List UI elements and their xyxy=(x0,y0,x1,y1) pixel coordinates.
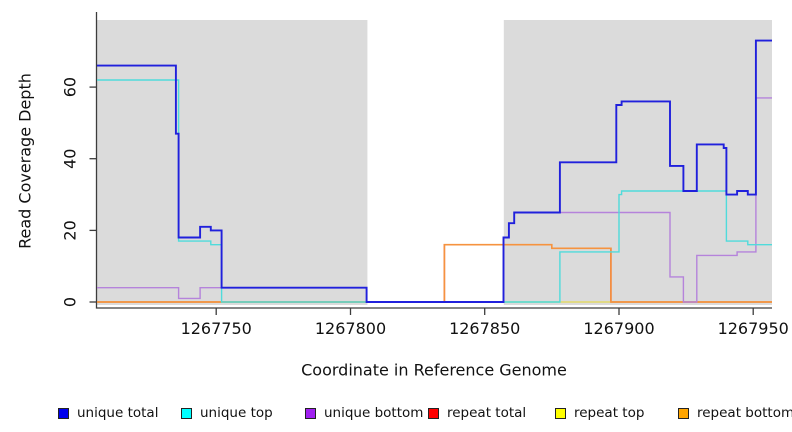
y-tick-label: 60 xyxy=(61,77,80,97)
shaded-repeat-region-1 xyxy=(97,20,368,305)
x-tick-label: 1267800 xyxy=(315,319,386,338)
y-tick-label: 0 xyxy=(61,297,80,307)
x-tick-label: 1267900 xyxy=(583,319,654,338)
axis-lines xyxy=(95,12,772,309)
legend-label: unique bottom xyxy=(324,405,424,421)
legend-item-unique-bottom: unique bottom xyxy=(305,405,423,421)
legend-item-repeat-total: repeat total xyxy=(428,405,526,421)
legend-label: repeat bottom xyxy=(697,405,792,421)
legend-item-unique-top: unique top xyxy=(181,405,273,421)
legend-swatch-repeat-total xyxy=(428,407,439,419)
legend-item-unique-total: unique total xyxy=(58,405,158,421)
legend-swatch-repeat-bottom xyxy=(678,407,689,419)
legend-label: unique top xyxy=(200,405,273,421)
x-tick-label: 1267750 xyxy=(181,319,252,338)
legend-swatch-unique-top xyxy=(181,407,192,419)
x-axis-title: Coordinate in Reference Genome xyxy=(301,360,567,380)
legend-label: repeat top xyxy=(574,405,645,421)
y-tick-label: 40 xyxy=(61,149,80,169)
legend-item-repeat-top: repeat top xyxy=(555,405,644,421)
shaded-repeat-region-2 xyxy=(503,20,772,305)
legend-label: unique total xyxy=(77,405,159,421)
legend-swatch-repeat-top xyxy=(555,407,566,419)
series-line-unique-total xyxy=(97,39,772,303)
legend-swatch-unique-bottom xyxy=(305,407,316,419)
series-line-unique-top xyxy=(97,79,772,303)
legend-swatch-unique-total xyxy=(58,407,69,419)
y-axis-title: Read Coverage Depth xyxy=(15,73,35,249)
legend-item-repeat-bottom: repeat bottom xyxy=(678,405,792,421)
x-tick-label: 1267950 xyxy=(718,319,789,338)
series-line-repeat-bottom xyxy=(97,243,772,303)
x-tick-label: 1267850 xyxy=(449,319,520,338)
y-tick-label: 20 xyxy=(61,220,80,240)
legend: unique total unique top unique bottom repea… xyxy=(0,405,792,425)
legend-label: repeat total xyxy=(447,405,527,421)
coverage-plot: 1267750 1267800 1267850 1267900 1267950 0 20 40… xyxy=(61,12,789,338)
